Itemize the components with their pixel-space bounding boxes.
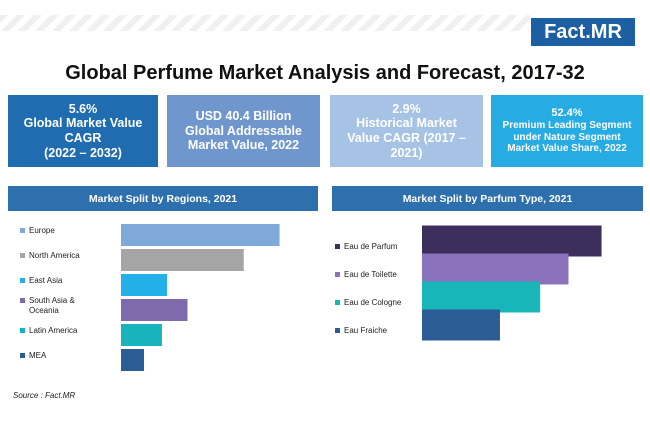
kpi-label-line: 2021)	[390, 145, 423, 160]
kpi-value: USD 40.4 Billion	[195, 108, 292, 123]
legend-marker	[20, 328, 25, 333]
bar-latin-america	[121, 324, 162, 346]
bar-eau-de-parfum	[422, 225, 602, 257]
legend-marker	[20, 278, 25, 283]
legend-marker	[20, 228, 25, 233]
bar-south-asia-oceania	[121, 299, 188, 321]
legend-marker	[335, 244, 340, 249]
category-label: Eau de Parfum	[344, 242, 398, 251]
kpi-value: 2.9%	[392, 101, 421, 116]
bar-eau-de-toilette	[422, 253, 569, 285]
legend-marker	[20, 253, 25, 258]
kpi-card-market-value: USD 40.4 Billion Global Addressable Mark…	[167, 95, 320, 167]
category-label: Eau de Cologne	[344, 298, 402, 307]
kpi-label-line: CAGR	[64, 131, 102, 145]
bar-eau-fraiche	[422, 309, 500, 341]
category-label: South Asia &	[29, 296, 75, 305]
kpi-card-market-cagr: 5.6% Global Market Value CAGR (2022 – 20…	[8, 95, 158, 167]
legend-marker	[20, 298, 25, 303]
category-label: Eau de Toilette	[344, 270, 397, 279]
kpi-label-line: Value CAGR (2017 –	[347, 131, 466, 145]
bar-east-asia	[121, 274, 168, 296]
logo-text: Fact	[544, 20, 586, 43]
category-label: Europe	[29, 226, 55, 235]
kpi-card-premium-share: 52.4% Premium Leading Segment under Natu…	[491, 95, 643, 167]
source-note: Source : Fact.MR	[13, 391, 76, 400]
kpi-label-line: Global Market Value	[23, 116, 143, 131]
logo-suffix: MR	[590, 20, 622, 43]
regions-bar-chart: Europe North America East Asia South Asia &…	[20, 224, 280, 371]
header-stripe	[0, 15, 530, 31]
legend-marker	[335, 328, 340, 333]
regions-panel-title: Market Split by Regions, 2021	[8, 186, 318, 211]
category-label: Latin America	[29, 326, 78, 335]
kpi-label-line: Global Addressable	[185, 123, 302, 138]
kpi-label-line: Market Value, 2022	[187, 138, 300, 153]
bar-eau-de-cologne	[422, 281, 541, 313]
kpi-label-line: Market Value Share, 2022	[507, 143, 627, 155]
legend-marker	[20, 353, 25, 358]
logo-dot: .	[585, 20, 591, 43]
bar-north-america	[121, 249, 244, 271]
bar-europe	[121, 224, 280, 246]
kpi-label-line: (2022 – 2032)	[44, 145, 122, 160]
category-label: Oceania	[29, 306, 59, 315]
kpi-label-line: Historical Market	[356, 116, 457, 131]
kpi-value: 5.6%	[68, 101, 98, 116]
kpi-card-historical-cagr: 2.9% Historical Market Value CAGR (2017 …	[330, 95, 483, 167]
legend-marker	[335, 300, 340, 305]
bar-mea	[121, 349, 145, 371]
kpi-value: 52.4%	[551, 106, 583, 119]
category-label: East Asia	[29, 276, 63, 285]
parfum-bar-chart: Eau de Parfum Eau de Toilette Eau de Colog…	[335, 225, 602, 341]
kpi-label-line: Premium Leading Segment	[502, 119, 632, 131]
page-title: Global Perfume Market Analysis and Forec…	[65, 62, 585, 84]
parfum-panel-title: Market Split by Parfum Type, 2021	[332, 186, 643, 211]
category-label: MEA	[29, 351, 47, 360]
category-label: North America	[29, 251, 80, 260]
kpi-label-line: under Nature Segment	[513, 131, 621, 143]
factmr-logo: Fact. MR	[531, 18, 635, 46]
category-label: Eau Fraiche	[344, 326, 388, 335]
legend-marker	[335, 272, 340, 277]
